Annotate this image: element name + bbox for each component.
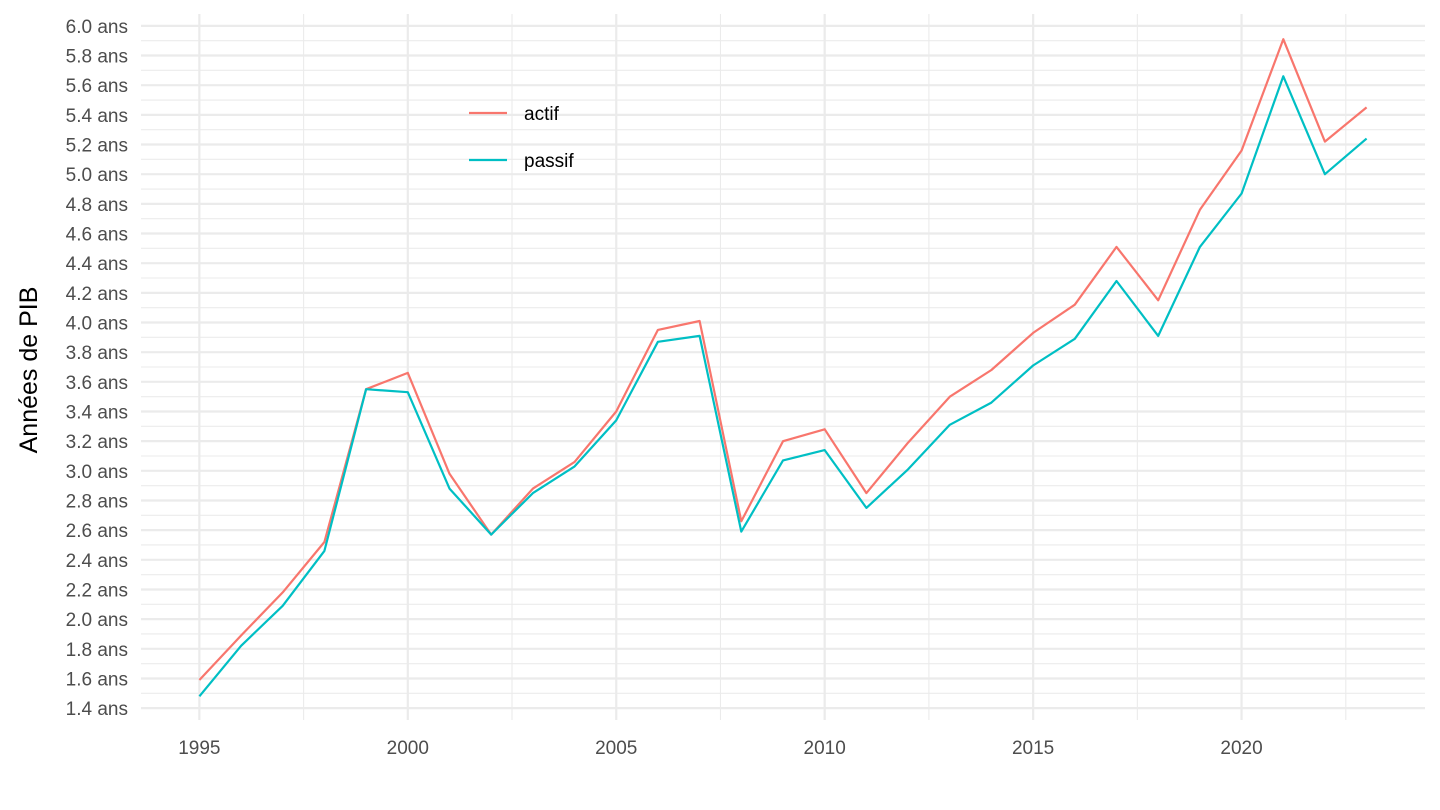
series-lines	[198, 38, 1368, 698]
y-tick-label: 3.4 ans	[66, 402, 128, 423]
x-tick-label: 2015	[1012, 738, 1054, 759]
legend-label-passif: passif	[524, 151, 574, 172]
y-tick-label: 5.8 ans	[66, 47, 128, 68]
y-tick-label: 5.0 ans	[66, 165, 128, 186]
y-tick-label: 4.8 ans	[66, 195, 128, 216]
x-axis-tick-labels: 1995 2000 2005 2010 2015 2020	[178, 738, 1262, 759]
y-tick-label: 4.0 ans	[66, 314, 128, 335]
y-tick-label: 2.0 ans	[66, 610, 128, 631]
series-line-actif	[198, 38, 1368, 681]
y-tick-label: 3.2 ans	[66, 432, 128, 453]
y-tick-label: 2.6 ans	[66, 521, 128, 542]
y-axis-tick-labels: 1.4 ans 1.6 ans 1.8 ans 2.0 ans 2.2 ans 2.4 a…	[66, 17, 128, 720]
legend-label-actif: actif	[524, 104, 560, 125]
y-tick-label: 1.8 ans	[66, 640, 128, 661]
x-tick-label: 2005	[595, 738, 637, 759]
x-tick-label: 2020	[1220, 738, 1262, 759]
legend: actif passif	[469, 104, 574, 172]
y-tick-label: 2.4 ans	[66, 551, 128, 572]
y-tick-label: 3.0 ans	[66, 462, 128, 483]
y-tick-label: 1.6 ans	[66, 669, 128, 690]
y-tick-label: 2.8 ans	[66, 491, 128, 512]
y-tick-label: 5.4 ans	[66, 106, 128, 127]
minor-gridlines	[141, 14, 1425, 720]
y-tick-label: 2.2 ans	[66, 580, 128, 601]
y-tick-label: 4.4 ans	[66, 254, 128, 275]
major-gridlines	[141, 14, 1425, 720]
series-line-passif	[198, 75, 1368, 698]
x-tick-label: 1995	[178, 738, 220, 759]
y-axis-title: Années de PIB	[15, 287, 43, 454]
x-tick-label: 2010	[804, 738, 846, 759]
y-tick-label: 5.6 ans	[66, 76, 128, 97]
x-tick-label: 2000	[387, 738, 429, 759]
y-tick-label: 6.0 ans	[66, 17, 128, 38]
y-tick-label: 5.2 ans	[66, 136, 128, 157]
y-tick-label: 4.2 ans	[66, 284, 128, 305]
y-tick-label: 4.6 ans	[66, 225, 128, 246]
y-tick-label: 3.6 ans	[66, 373, 128, 394]
y-tick-label: 3.8 ans	[66, 343, 128, 364]
y-tick-label: 1.4 ans	[66, 699, 128, 720]
